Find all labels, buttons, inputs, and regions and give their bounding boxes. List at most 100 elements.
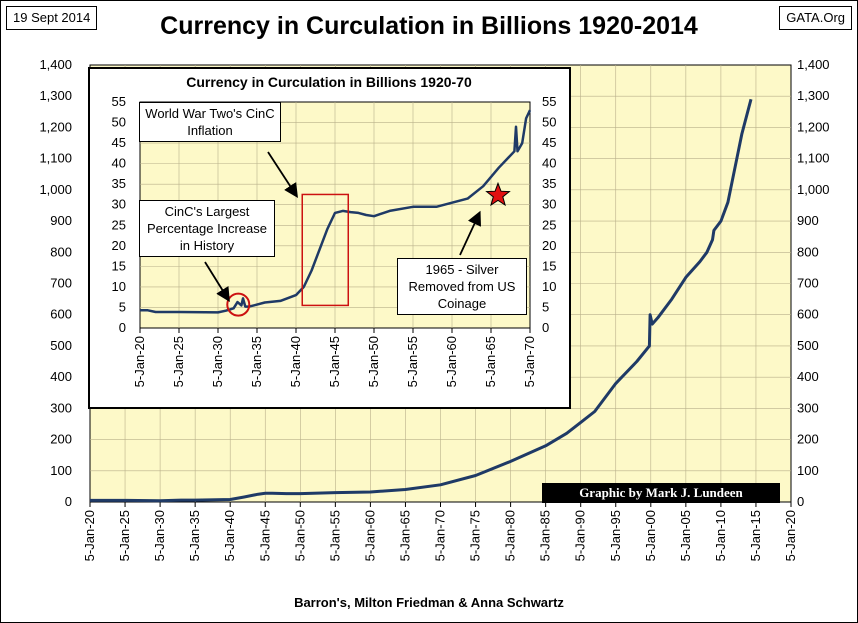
main-x-tick-label: 5-Jan-80	[503, 510, 518, 561]
main-x-tick-label: 5-Jan-65	[397, 510, 412, 561]
ww2-annotation: World War Two's CinC Inflation	[139, 102, 281, 142]
main-y-tick-label-right: 1,200	[797, 119, 830, 134]
inset-y-tick-label-left: 35	[112, 176, 126, 191]
main-x-tick-label: 5-Jan-20	[82, 510, 97, 561]
largest-increase-circle	[226, 292, 251, 317]
main-y-tick-label-right: 100	[797, 463, 819, 478]
graphic-credit: Graphic by Mark J. Lundeen	[542, 483, 780, 503]
inset-y-tick-label-right: 45	[542, 135, 556, 150]
largest-increase-annotation: CinC's Largest Percentage Increase in Hi…	[139, 200, 275, 257]
main-y-tick-label-left: 1,300	[39, 88, 72, 103]
main-y-tick-label-left: 1,000	[39, 182, 72, 197]
main-y-tick-label-left: 1,400	[39, 57, 72, 72]
main-y-tick-label-left: 900	[50, 213, 72, 228]
main-y-tick-label-left: 500	[50, 338, 72, 353]
main-x-tick-label: 5-Jan-35	[187, 510, 202, 561]
inset-y-tick-label-left: 55	[112, 94, 126, 109]
inset-y-tick-label-left: 30	[112, 197, 126, 212]
main-y-tick-label-right: 600	[797, 307, 819, 322]
main-x-tick-label: 5-Jan-90	[573, 510, 588, 561]
main-x-tick-label: 5-Jan-95	[608, 510, 623, 561]
largest-increase-arrow	[204, 261, 230, 303]
silver-arrow	[459, 210, 481, 256]
inset-y-tick-label-left: 50	[112, 115, 126, 130]
inset-chart-title: Currency in Curculation in Billions 1920…	[186, 74, 472, 90]
main-x-tick-label: 5-Jan-75	[468, 510, 483, 561]
inset-y-tick-label-right: 30	[542, 197, 556, 212]
main-x-tick-label: 5-Jan-50	[292, 510, 307, 561]
inset-x-tick-label: 5-Jan-25	[171, 336, 186, 387]
site-label: GATA.Org	[779, 6, 852, 30]
main-x-tick-label: 5-Jan-85	[538, 510, 553, 561]
main-y-tick-label-left: 100	[50, 463, 72, 478]
date-label: 19 Sept 2014	[6, 6, 98, 30]
main-y-tick-label-right: 1,400	[797, 57, 830, 72]
inset-y-tick-label-left: 20	[112, 238, 126, 253]
inset-x-tick-label: 5-Jan-50	[366, 336, 381, 387]
main-y-tick-label-left: 400	[50, 369, 72, 384]
inset-y-tick-label-right: 5	[542, 299, 549, 314]
data-source: Barron's, Milton Friedman & Anna Schwart…	[294, 595, 564, 610]
main-y-tick-label-right: 400	[797, 369, 819, 384]
main-x-tick-label: 5-Jan-60	[362, 510, 377, 561]
inset-x-tick-label: 5-Jan-55	[405, 336, 420, 387]
main-y-tick-label-left: 0	[65, 494, 72, 509]
inset-x-tick-label: 5-Jan-45	[327, 336, 342, 387]
main-x-tick-label: 5-Jan-05	[678, 510, 693, 561]
inset-x-tick-label: 5-Jan-65	[483, 336, 498, 387]
main-y-tick-label-left: 200	[50, 432, 72, 447]
inset-y-tick-label-right: 10	[542, 279, 556, 294]
inset-y-tick-label-left: 25	[112, 217, 126, 232]
main-x-tick-label: 5-Jan-70	[433, 510, 448, 561]
main-currency-line	[90, 98, 753, 503]
main-chart-title: Currency in Curculation in Billions 1920…	[160, 12, 698, 40]
main-y-tick-label-right: 900	[797, 213, 819, 228]
inset-x-tick-label: 5-Jan-30	[210, 336, 225, 387]
main-y-tick-label-right: 200	[797, 432, 819, 447]
ww2-arrow	[267, 151, 298, 199]
main-y-tick-label-left: 300	[50, 400, 72, 415]
main-x-tick-label: 5-Jan-15	[748, 510, 763, 561]
main-x-tick-label: 5-Jan-10	[713, 510, 728, 561]
inset-y-tick-label-right: 25	[542, 217, 556, 232]
inset-y-tick-label-left: 40	[112, 156, 126, 171]
inset-y-tick-label-left: 10	[112, 279, 126, 294]
main-y-tick-label-right: 0	[797, 494, 804, 509]
inset-x-tick-label: 5-Jan-20	[132, 336, 147, 387]
inset-y-tick-label-right: 40	[542, 156, 556, 171]
inset-y-tick-label-right: 15	[542, 258, 556, 273]
main-y-tick-label-right: 1,100	[797, 151, 830, 166]
inset-y-tick-label-left: 45	[112, 135, 126, 150]
inset-y-tick-label-left: 0	[119, 320, 126, 335]
main-x-tick-label: 5-Jan-30	[152, 510, 167, 561]
main-y-tick-label-right: 800	[797, 244, 819, 259]
inset-y-tick-label-right: 35	[542, 176, 556, 191]
main-x-tick-label: 5-Jan-45	[257, 510, 272, 561]
main-y-tick-label-right: 500	[797, 338, 819, 353]
main-y-tick-label-right: 300	[797, 400, 819, 415]
ww2-highlight-box	[301, 193, 350, 307]
main-y-tick-label-right: 1,300	[797, 88, 830, 103]
inset-y-tick-label-right: 50	[542, 115, 556, 130]
silver-star-marker	[485, 181, 511, 207]
main-x-tick-label: 5-Jan-25	[117, 510, 132, 561]
inset-y-tick-label-left: 15	[112, 258, 126, 273]
inset-currency-line	[140, 109, 532, 314]
main-y-tick-label-left: 1,100	[39, 151, 72, 166]
silver-removed-annotation: 1965 - Silver Removed from US Coinage	[397, 258, 527, 315]
main-y-tick-label-left: 1,200	[39, 119, 72, 134]
main-y-tick-label-right: 700	[797, 276, 819, 291]
inset-x-tick-label: 5-Jan-70	[522, 336, 537, 387]
main-y-tick-label-left: 800	[50, 244, 72, 259]
inset-x-tick-label: 5-Jan-40	[288, 336, 303, 387]
inset-y-tick-label-left: 5	[119, 299, 126, 314]
main-x-tick-label: 5-Jan-00	[643, 510, 658, 561]
main-y-tick-label-left: 600	[50, 307, 72, 322]
inset-x-tick-label: 5-Jan-60	[444, 336, 459, 387]
inset-y-tick-label-right: 0	[542, 320, 549, 335]
inset-x-tick-label: 5-Jan-35	[249, 336, 264, 387]
main-x-tick-label: 5-Jan-55	[327, 510, 342, 561]
main-x-tick-label: 5-Jan-20	[783, 510, 798, 561]
inset-y-tick-label-right: 55	[542, 94, 556, 109]
inset-y-tick-label-right: 20	[542, 238, 556, 253]
